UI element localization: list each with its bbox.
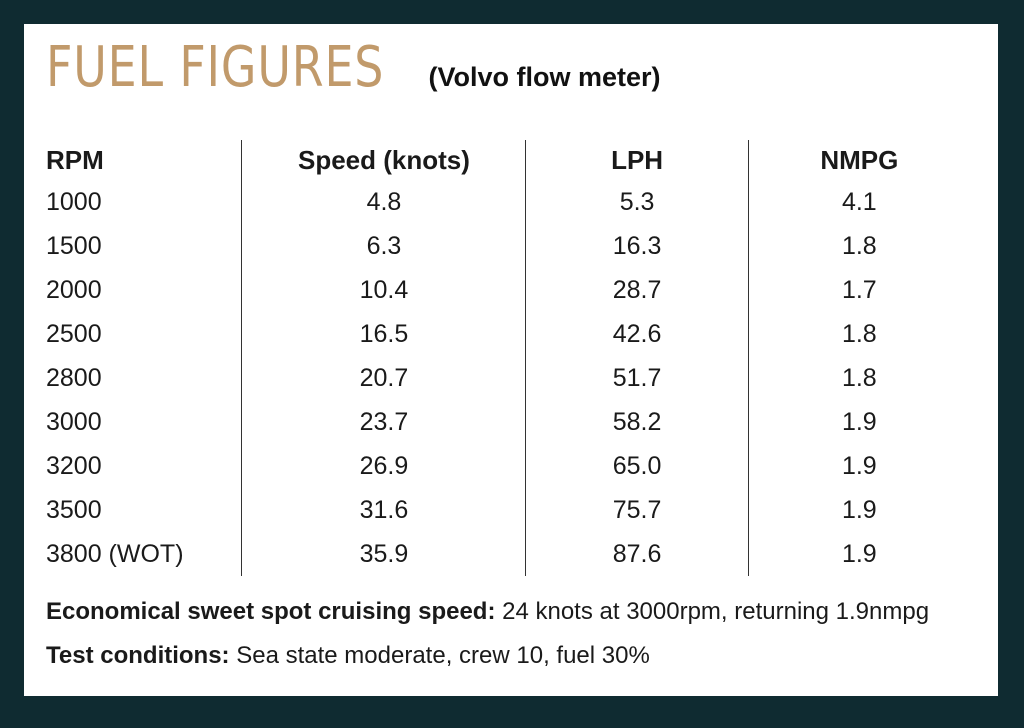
lph-cell: 51.7 (525, 356, 749, 400)
rpm-cell: 3200 (46, 451, 102, 480)
column-header-lph: LPH (525, 140, 749, 180)
conditions-label: Test conditions: (46, 642, 230, 669)
nmpg-cell: 4.1 (747, 180, 970, 224)
rpm-cell: 2000 (46, 275, 102, 304)
conditions-text: Sea state moderate, crew 10, fuel 30% (229, 642, 650, 669)
lph-cell: 16.3 (525, 224, 749, 268)
column-header-rpm: RPM (46, 144, 104, 175)
speed-cell: 6.3 (241, 224, 526, 268)
speed-cell: 16.5 (241, 312, 526, 356)
nmpg-cell: 1.9 (747, 488, 970, 532)
table-row: 2500 16.5 42.6 1.8 (46, 312, 970, 356)
speed-cell: 31.6 (241, 488, 526, 532)
column-header-nmpg: NMPG (747, 140, 970, 180)
table-header-row: RPM Speed (knots) LPH NMPG (46, 140, 970, 180)
lph-cell: 65.0 (525, 444, 749, 488)
sweet-spot-text: 24 knots at 3000rpm, returning 1.9nmpg (495, 598, 930, 625)
table-row: 3000 23.7 58.2 1.9 (46, 400, 970, 444)
speed-cell: 23.7 (241, 400, 526, 444)
table-row: 1000 4.8 5.3 4.1 (46, 180, 970, 224)
lph-cell: 5.3 (525, 180, 749, 224)
table-row: 3800 (WOT) 35.9 87.6 1.9 (46, 532, 970, 576)
rpm-cell: 2800 (46, 363, 102, 392)
lph-cell: 75.7 (525, 488, 749, 532)
fuel-figures-panel: FUEL FIGURES (Volvo flow meter) RPM Spee… (24, 24, 998, 696)
nmpg-cell: 1.8 (747, 356, 970, 400)
speed-cell: 10.4 (241, 268, 526, 312)
table-row: 3500 31.6 75.7 1.9 (46, 488, 970, 532)
page-title: FUEL FIGURES (46, 35, 385, 100)
nmpg-cell: 1.8 (747, 312, 970, 356)
title-row: FUEL FIGURES (Volvo flow meter) (46, 40, 661, 96)
table-row: 3200 26.9 65.0 1.9 (46, 444, 970, 488)
speed-cell: 20.7 (241, 356, 526, 400)
nmpg-cell: 1.7 (747, 268, 970, 312)
notes-paragraph: Economical sweet spot cruising speed: 24… (46, 590, 976, 678)
nmpg-cell: 1.9 (747, 400, 970, 444)
table-row: 1500 6.3 16.3 1.8 (46, 224, 970, 268)
rpm-cell: 1000 (46, 187, 102, 216)
nmpg-cell: 1.8 (747, 224, 970, 268)
sweet-spot-label: Economical sweet spot cruising speed: (46, 598, 496, 625)
speed-cell: 26.9 (241, 444, 526, 488)
nmpg-cell: 1.9 (747, 444, 970, 488)
lph-cell: 28.7 (525, 268, 749, 312)
rpm-cell: 2500 (46, 319, 102, 348)
lph-cell: 58.2 (525, 400, 749, 444)
rpm-cell: 3500 (46, 495, 102, 524)
nmpg-cell: 1.9 (747, 532, 970, 576)
fuel-figures-table: RPM Speed (knots) LPH NMPG 1000 4.8 5.3 … (46, 140, 970, 576)
table-row: 2800 20.7 51.7 1.8 (46, 356, 970, 400)
rpm-cell: 1500 (46, 231, 102, 260)
page-subtitle: (Volvo flow meter) (428, 62, 661, 92)
column-header-speed: Speed (knots) (241, 140, 526, 180)
speed-cell: 35.9 (241, 532, 526, 576)
rpm-cell: 3800 (WOT) (46, 539, 184, 568)
lph-cell: 42.6 (525, 312, 749, 356)
lph-cell: 87.6 (525, 532, 749, 576)
rpm-cell: 3000 (46, 407, 102, 436)
speed-cell: 4.8 (241, 180, 526, 224)
table-row: 2000 10.4 28.7 1.7 (46, 268, 970, 312)
